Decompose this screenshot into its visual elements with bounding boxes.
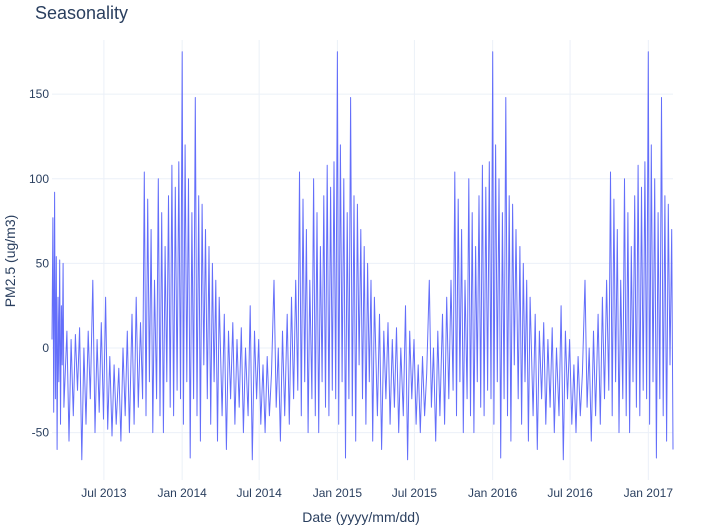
line-layer xyxy=(51,51,674,461)
x-tick-label: Jul 2016 xyxy=(547,486,593,500)
x-tick-label: Jan 2015 xyxy=(313,486,363,500)
y-tick-label: 0 xyxy=(42,341,49,355)
x-tick-label: Jan 2017 xyxy=(624,486,674,500)
grid-layer xyxy=(52,40,673,480)
x-tick-label: Jul 2014 xyxy=(236,486,282,500)
y-tick-label: 100 xyxy=(29,172,49,186)
x-tick-label: Jan 2014 xyxy=(157,486,207,500)
y-tick-label: -50 xyxy=(32,426,50,440)
x-tick-label: Jan 2016 xyxy=(468,486,518,500)
x-tick-label: Jul 2015 xyxy=(392,486,438,500)
x-tick-label: Jul 2013 xyxy=(81,486,127,500)
x-tick-labels: Jul 2013 Jan 2014 Jul 2014 Jan 2015 Jul 2015… xyxy=(81,486,673,500)
y-tick-label: 50 xyxy=(36,256,50,270)
y-tick-labels: -50 0 50 100 150 xyxy=(29,87,49,439)
y-tick-label: 150 xyxy=(29,87,49,101)
chart-title: Seasonality xyxy=(35,3,129,23)
series-line xyxy=(51,51,674,461)
y-axis-title: PM2.5 (ug/m3) xyxy=(2,215,18,308)
x-axis-title: Date (yyyy/mm/dd) xyxy=(302,509,419,525)
